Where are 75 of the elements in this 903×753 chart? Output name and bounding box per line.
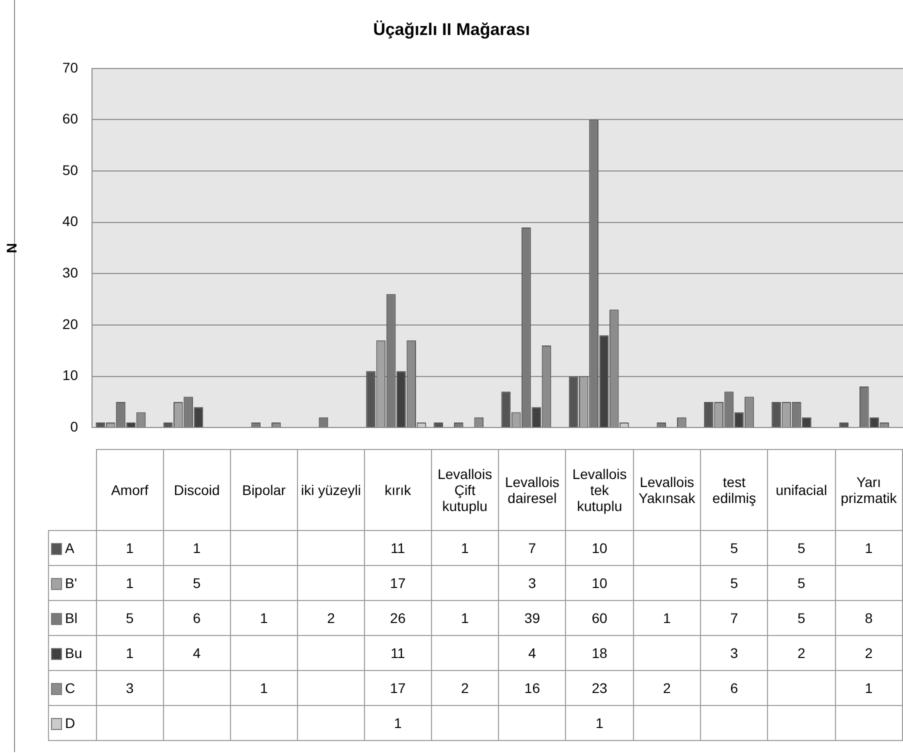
legend-label: D xyxy=(48,706,96,740)
legend-label: Bu xyxy=(48,636,96,670)
data-label: 1 xyxy=(364,706,432,740)
data-label: 16 xyxy=(498,670,566,706)
data-label: 23 xyxy=(566,670,634,706)
data-label: 11 xyxy=(364,636,432,670)
x-tick-label: Yarı prizmatik xyxy=(835,450,902,530)
y-tick-label: 10 xyxy=(62,367,78,384)
data-label: 18 xyxy=(566,636,634,670)
x-tick-label: Discoid xyxy=(163,450,230,530)
data-label: 1 xyxy=(163,530,230,566)
data-label: 3 xyxy=(700,636,768,670)
data-label: 11 xyxy=(364,530,432,566)
y-axis-title: N xyxy=(3,242,20,254)
data-label: 39 xyxy=(498,600,566,636)
chart-title: Üçağızlı II Mağarası xyxy=(373,20,530,39)
data-label: 1 xyxy=(566,706,634,740)
y-tick-label: 0 xyxy=(70,418,78,434)
data-label: 2 xyxy=(835,636,902,670)
data-label: 60 xyxy=(566,600,634,636)
data-label: 8 xyxy=(835,600,902,636)
x-tick-label: test edilmiş xyxy=(700,450,768,530)
data-label: 1 xyxy=(431,530,499,566)
x-tick-label: unifacial xyxy=(768,450,836,530)
y-tick-label: 20 xyxy=(62,316,78,332)
data-label: 6 xyxy=(700,670,768,706)
data-label: 1 xyxy=(431,600,499,636)
data-label: 1 xyxy=(96,530,164,566)
data-label: 1 xyxy=(230,600,298,636)
data-label: 5 xyxy=(768,530,836,566)
data-label: 3 xyxy=(498,566,566,600)
data-label: 1 xyxy=(633,600,701,636)
legend-label: C xyxy=(48,670,96,706)
data-label: 1 xyxy=(96,636,164,670)
data-label: 10 xyxy=(566,566,634,600)
legend-label: A xyxy=(48,530,96,566)
y-tick-label: 40 xyxy=(62,213,78,230)
data-label: 1 xyxy=(835,670,902,706)
data-label: 17 xyxy=(364,566,432,600)
data-label: 1 xyxy=(96,566,164,600)
data-label: 1 xyxy=(835,530,902,566)
data-label: 17 xyxy=(364,670,432,706)
data-label: 4 xyxy=(163,636,230,670)
legend-label: B' xyxy=(48,566,96,600)
y-tick-label: 60 xyxy=(62,110,78,127)
legend-label: Bl xyxy=(48,600,96,636)
data-label: 26 xyxy=(364,600,432,636)
data-label: 3 xyxy=(96,670,164,706)
y-tick-label: 70 xyxy=(62,59,78,76)
x-tick-label: kırık xyxy=(364,450,432,530)
data-label: 2 xyxy=(297,600,365,636)
x-tick-label: iki yüzeyli xyxy=(297,450,365,530)
data-label: 7 xyxy=(498,530,566,566)
x-tick-label: Bipolar xyxy=(230,450,298,530)
data-label: 5 xyxy=(768,600,836,636)
data-label: 5 xyxy=(163,566,230,600)
x-tick-label: Levallois dairesel xyxy=(498,450,566,530)
data-label: 1 xyxy=(230,670,298,706)
data-label: 2 xyxy=(768,636,836,670)
x-tick-label: Amorf xyxy=(96,450,164,530)
x-tick-label: Levallois tek kutuplu xyxy=(566,450,634,530)
data-label: 7 xyxy=(700,600,768,636)
y-tick-label: 30 xyxy=(62,264,78,281)
data-label: 5 xyxy=(96,600,164,636)
data-label: 2 xyxy=(431,670,499,706)
data-label: 5 xyxy=(700,530,768,566)
data-label: 6 xyxy=(163,600,230,636)
y-tick-label: 50 xyxy=(62,162,78,178)
data-label: 5 xyxy=(700,566,768,600)
data-label: 10 xyxy=(566,530,634,566)
data-label: 5 xyxy=(768,566,836,600)
x-tick-label: Levallois Çift kutuplu xyxy=(431,450,499,530)
data-label: 4 xyxy=(498,636,566,670)
x-tick-label: Levallois Yakınsak xyxy=(633,450,701,530)
data-label: 2 xyxy=(633,670,701,706)
